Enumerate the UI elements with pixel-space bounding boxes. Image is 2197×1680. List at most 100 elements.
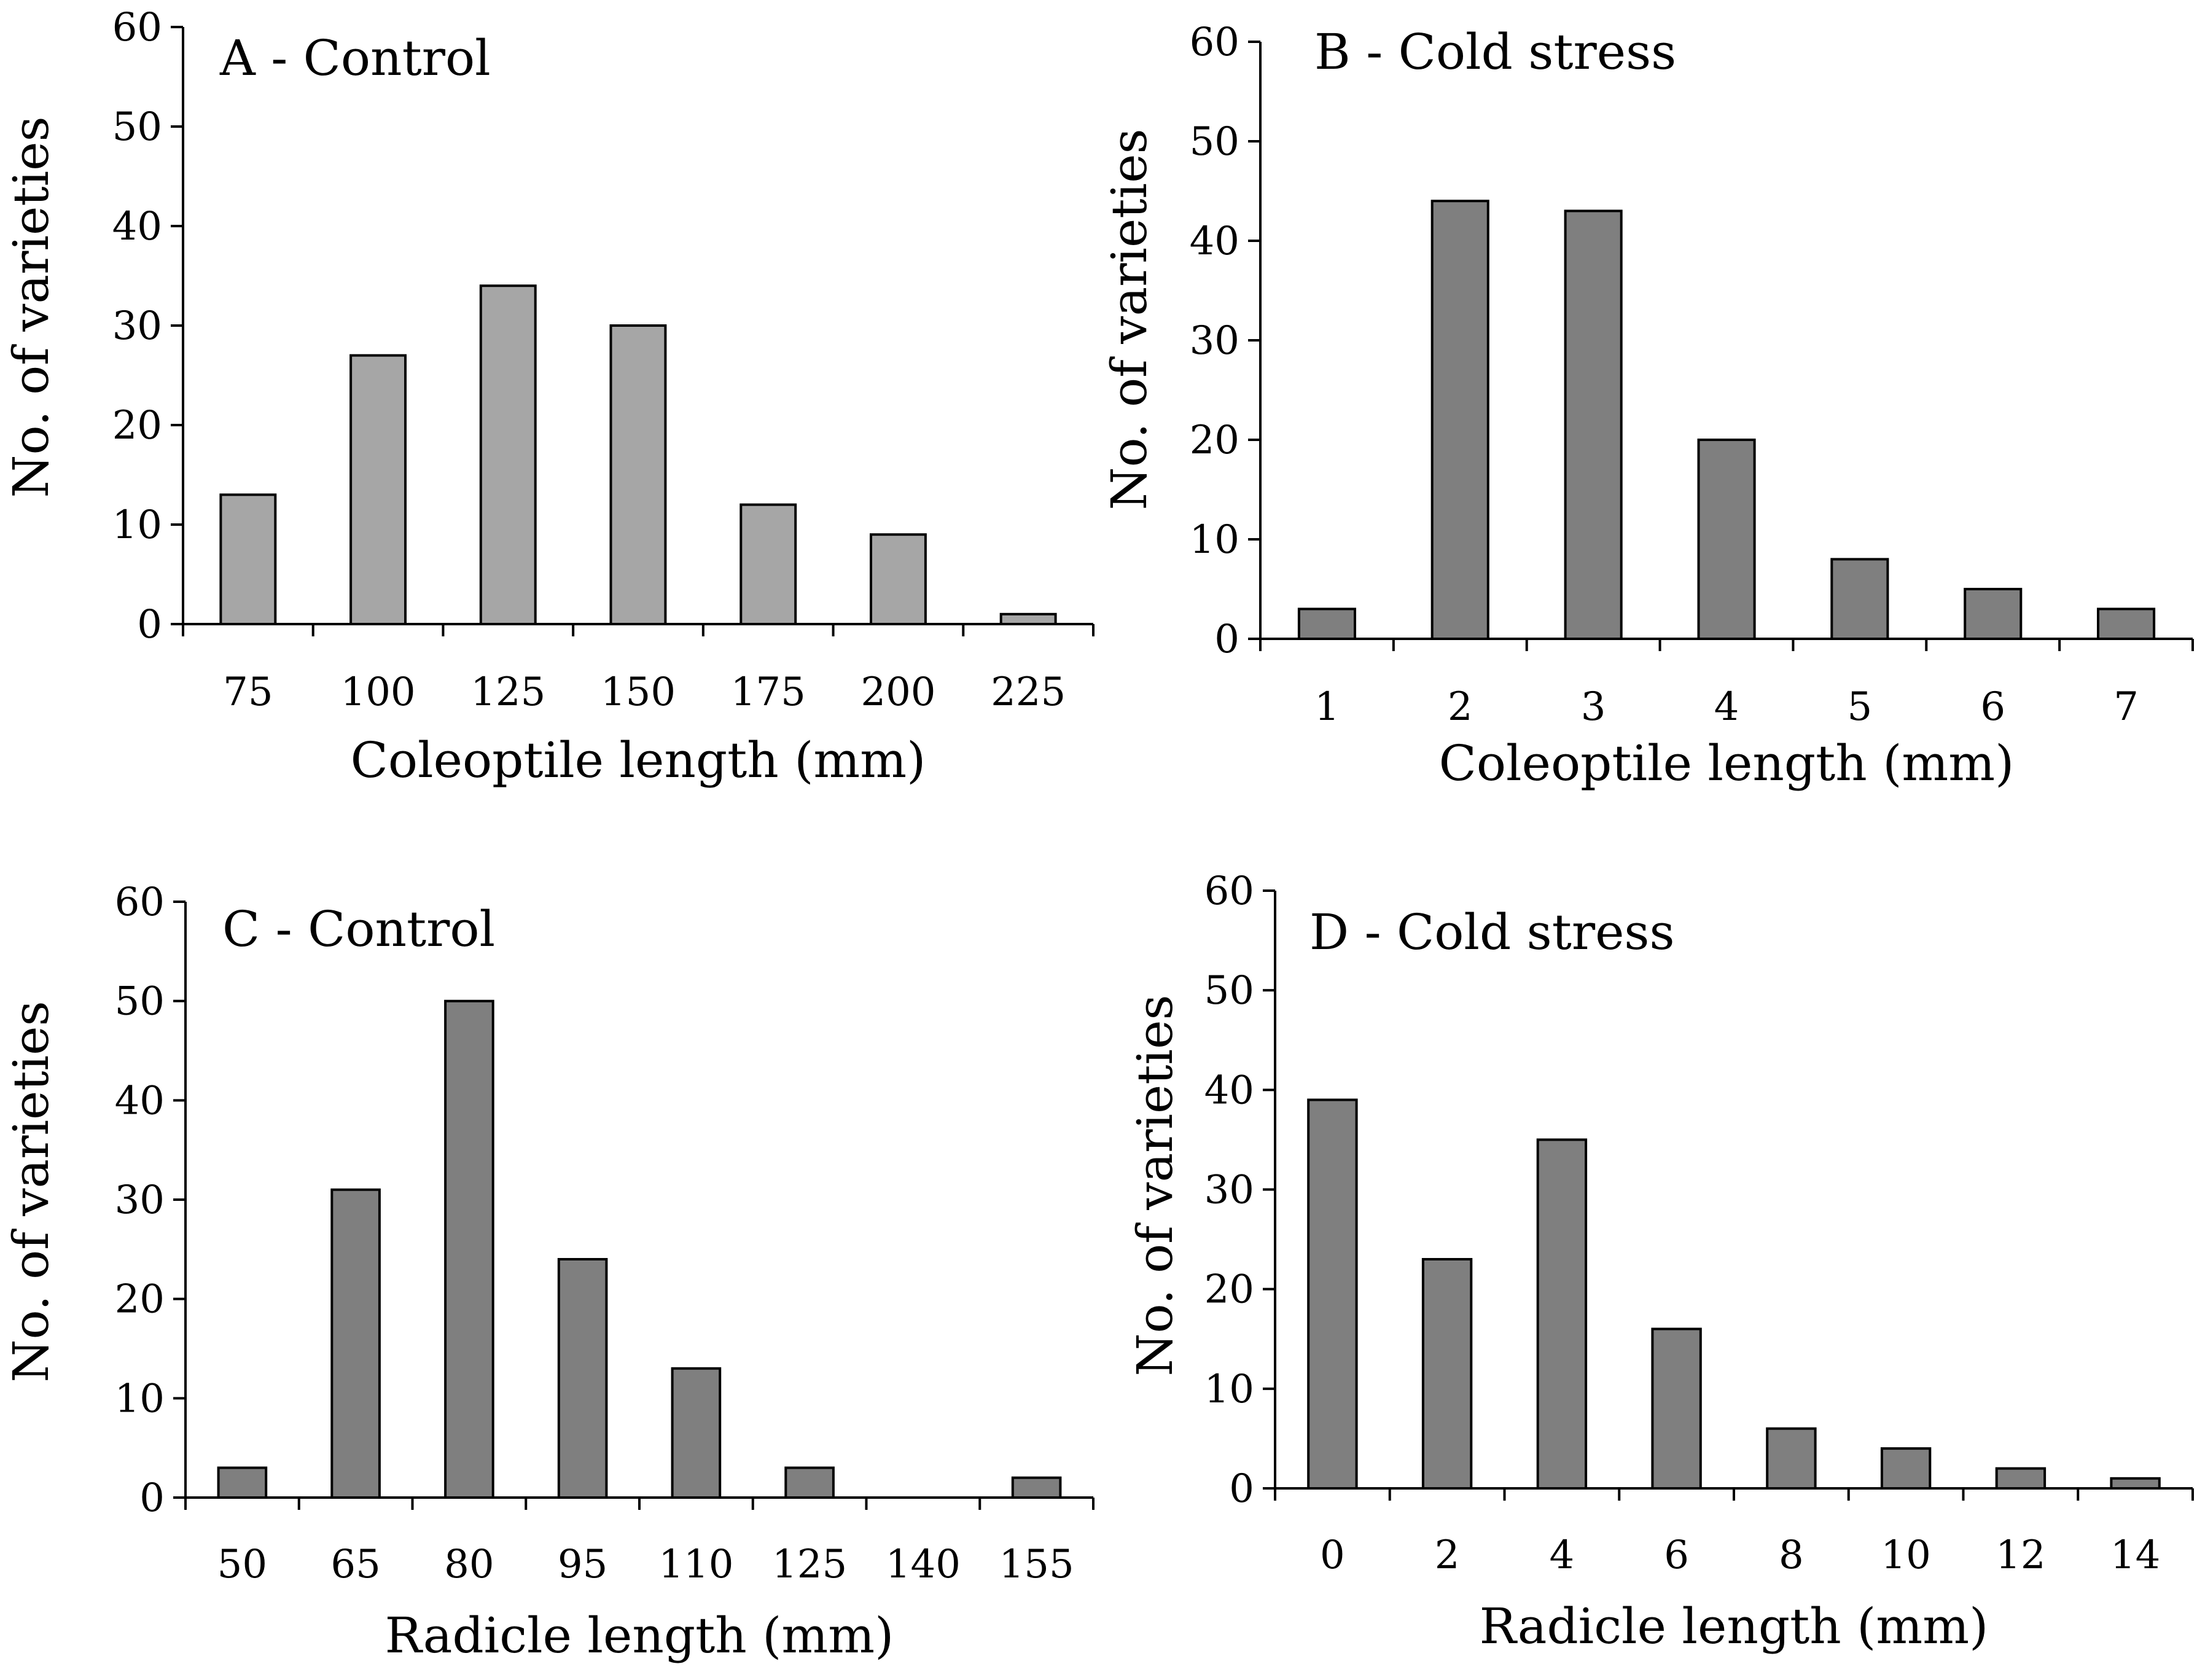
x-tick-label: 3 xyxy=(1581,684,1606,730)
x-axis-title: Radicle length (mm) xyxy=(1480,1598,1989,1655)
y-tick-label: 60 xyxy=(1204,869,1254,914)
bar-4 xyxy=(1697,439,1756,640)
y-tick-label: 0 xyxy=(1214,617,1239,662)
bar-95 xyxy=(557,1258,608,1499)
x-tick-label: 200 xyxy=(860,670,935,715)
bar-110 xyxy=(671,1367,722,1499)
y-axis-title: No. of varieties xyxy=(1126,994,1184,1376)
bar-4 xyxy=(1536,1138,1588,1490)
x-tick-label: 2 xyxy=(1435,1533,1460,1578)
x-tick-label: 100 xyxy=(340,670,415,715)
panel-d-cold-stress: 0 10 20 30 40 50 60 0 2 4 6 8 10 12 14 Radicle length (… xyxy=(1126,869,2194,1655)
bar-6 xyxy=(1651,1327,1702,1490)
y-tick-label: 60 xyxy=(115,880,165,925)
bar-75 xyxy=(219,493,277,626)
y-tick-label: 60 xyxy=(1190,20,1239,65)
x-tick-label: 155 xyxy=(999,1542,1074,1587)
x-tick-label: 225 xyxy=(991,670,1066,715)
x-tick-label: 175 xyxy=(731,670,806,715)
y-tick-label: 0 xyxy=(1229,1466,1254,1512)
panel-title: B - Cold stress xyxy=(1314,23,1676,80)
y-axis-title: No. of varieties xyxy=(2,116,60,498)
y-tick-label: 20 xyxy=(115,1277,165,1323)
y-tick-label: 30 xyxy=(1190,318,1239,364)
panel-b-cold-stress: 0 10 20 30 40 50 60 1 2 3 4 5 6 7 Coleoptile length (m… xyxy=(1101,20,2194,792)
y-tick-label: 60 xyxy=(112,5,162,50)
panel-title: C - Control xyxy=(222,901,495,958)
x-tick-label: 150 xyxy=(601,670,676,715)
bar-6 xyxy=(1964,588,2023,640)
x-tick-label: 80 xyxy=(444,1542,494,1587)
bar-3 xyxy=(1564,209,1623,640)
x-tick-label: 6 xyxy=(1664,1533,1689,1578)
bar-80 xyxy=(444,999,494,1499)
bar-175 xyxy=(739,503,797,625)
x-tick-label: 0 xyxy=(1320,1533,1345,1578)
bar-200 xyxy=(870,533,927,626)
y-axis-title: No. of varieties xyxy=(1101,128,1158,510)
bar-0 xyxy=(1307,1098,1358,1490)
x-tick-label: 14 xyxy=(2110,1533,2160,1578)
x-tick-label: 75 xyxy=(223,670,273,715)
x-tick-label: 5 xyxy=(1847,684,1872,730)
bar-7 xyxy=(2097,608,2156,641)
y-tick-label: 10 xyxy=(115,1376,165,1421)
bar-5 xyxy=(1830,558,1889,641)
y-axis-title: No. of varieties xyxy=(2,1001,60,1382)
y-tick-label: 20 xyxy=(1190,418,1239,463)
y-tick-label: 50 xyxy=(1204,968,1254,1014)
bar-2 xyxy=(1421,1258,1473,1490)
x-tick-label: 1 xyxy=(1314,684,1340,730)
y-tick-label: 40 xyxy=(115,1078,165,1123)
y-tick-label: 0 xyxy=(139,1475,165,1521)
x-tick-label: 50 xyxy=(217,1542,267,1587)
bar-50 xyxy=(217,1466,268,1499)
y-tick-label: 30 xyxy=(112,303,162,349)
bar-155 xyxy=(1011,1476,1062,1499)
x-tick-label: 125 xyxy=(470,670,545,715)
x-tick-label: 6 xyxy=(1980,684,2005,730)
y-tick-label: 50 xyxy=(115,979,165,1025)
bar-2 xyxy=(1430,200,1489,640)
x-tick-label: 4 xyxy=(1714,684,1739,730)
x-tick-label: 4 xyxy=(1550,1533,1575,1578)
x-tick-label: 125 xyxy=(772,1542,847,1587)
y-tick-label: 30 xyxy=(1204,1168,1254,1213)
y-tick-label: 50 xyxy=(112,104,162,150)
bar-1 xyxy=(1297,608,1356,641)
x-tick-label: 2 xyxy=(1448,684,1473,730)
y-tick-label: 0 xyxy=(137,602,162,647)
x-axis-title: Coleoptile length (mm) xyxy=(1439,735,2015,792)
y-tick-label: 50 xyxy=(1190,119,1239,165)
y-tick-label: 20 xyxy=(1204,1267,1254,1313)
y-tick-label: 40 xyxy=(112,204,162,249)
bar-14 xyxy=(2110,1477,2161,1490)
bar-12 xyxy=(1995,1467,2047,1490)
x-axis-title: Coleoptile length (mm) xyxy=(351,732,926,789)
y-tick-label: 40 xyxy=(1204,1068,1254,1113)
y-tick-label: 30 xyxy=(115,1178,165,1223)
bar-65 xyxy=(330,1188,381,1499)
x-tick-label: 95 xyxy=(558,1542,607,1587)
panel-c-control: 0 10 20 30 40 50 60 50 65 80 95 110 125 140 155 Radicle… xyxy=(2,880,1095,1664)
bar-125 xyxy=(784,1466,835,1499)
x-tick-label: 10 xyxy=(1881,1533,1930,1578)
panel-a-control: 0 10 20 30 40 50 60 75 100 125 150 175 200 225 Coleopt… xyxy=(2,5,1095,789)
panel-title: A - Control xyxy=(219,29,491,87)
bar-10 xyxy=(1880,1447,1932,1490)
y-tick-label: 10 xyxy=(112,502,162,548)
x-tick-label: 8 xyxy=(1779,1533,1804,1578)
x-tick-label: 12 xyxy=(1996,1533,2045,1578)
y-tick-label: 10 xyxy=(1190,517,1239,563)
bar-100 xyxy=(349,354,407,625)
y-tick-label: 40 xyxy=(1190,219,1239,264)
panel-title: D - Cold stress xyxy=(1309,904,1675,961)
x-tick-label: 7 xyxy=(2113,684,2139,730)
bar-125 xyxy=(479,284,537,625)
x-axis-title: Radicle length (mm) xyxy=(385,1607,894,1664)
bar-225 xyxy=(999,612,1057,625)
x-tick-label: 110 xyxy=(658,1542,733,1587)
y-tick-label: 20 xyxy=(112,403,162,448)
bar-150 xyxy=(609,324,667,625)
